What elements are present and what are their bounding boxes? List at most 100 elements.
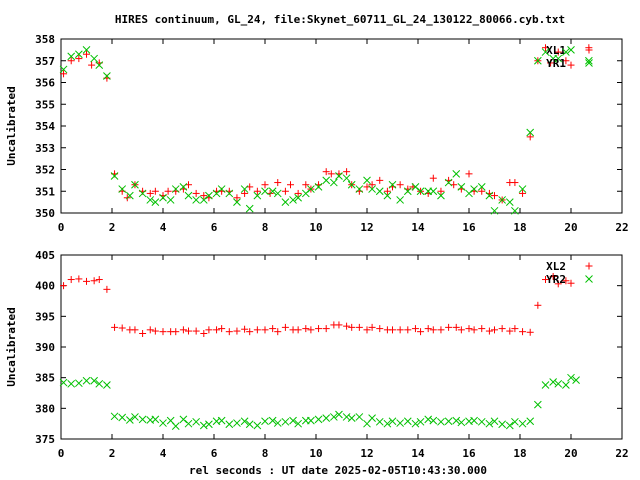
x-tick-label: 2 — [109, 447, 116, 460]
data-point — [302, 181, 310, 189]
data-point — [505, 421, 514, 430]
data-point — [233, 194, 241, 202]
y-tick-label: 357 — [35, 55, 55, 68]
y-tick-label: 395 — [35, 310, 55, 323]
data-point — [240, 417, 249, 426]
data-point — [199, 196, 208, 204]
data-point — [518, 185, 527, 193]
data-point — [396, 181, 404, 189]
data-point — [396, 196, 405, 204]
data-point — [533, 400, 542, 409]
data-point — [261, 326, 269, 334]
data-point — [269, 325, 277, 333]
data-point — [375, 417, 384, 426]
data-point — [125, 416, 134, 424]
data-point — [159, 419, 167, 427]
data-point — [424, 415, 433, 424]
data-point — [103, 381, 111, 389]
data-point — [225, 189, 234, 198]
data-point — [199, 421, 208, 430]
y-tick-label: 358 — [35, 33, 55, 46]
data-point — [383, 191, 392, 200]
data-point — [90, 54, 99, 63]
data-point — [307, 185, 315, 193]
data-point — [166, 196, 175, 204]
x-tick-label: 0 — [58, 447, 65, 460]
data-point — [322, 168, 330, 176]
data-point — [404, 326, 412, 334]
legend-marker — [585, 59, 593, 67]
data-point — [274, 179, 282, 187]
data-point — [567, 279, 575, 287]
data-point — [118, 185, 127, 193]
data-point — [131, 180, 139, 189]
series-XL1 — [60, 44, 593, 204]
data-point — [225, 328, 233, 336]
data-point — [146, 196, 155, 204]
data-point — [95, 379, 104, 388]
data-point — [465, 170, 473, 178]
data-point — [505, 198, 514, 206]
data-point — [444, 178, 453, 187]
data-point — [218, 325, 226, 333]
data-point — [411, 183, 420, 191]
series-YR1 — [59, 46, 593, 215]
data-point — [212, 189, 221, 198]
data-point — [429, 187, 438, 196]
data-point — [95, 276, 103, 284]
data-point — [348, 323, 356, 331]
data-point — [572, 376, 580, 384]
data-point — [363, 176, 371, 185]
data-point — [322, 325, 330, 333]
data-point — [554, 54, 563, 63]
x-tick-label: 0 — [58, 221, 65, 234]
data-point — [465, 325, 473, 333]
data-point — [192, 417, 201, 426]
data-point — [314, 415, 323, 424]
data-point — [511, 206, 519, 215]
data-point — [549, 378, 558, 386]
data-point — [74, 50, 83, 59]
data-point — [347, 414, 356, 423]
data-point — [562, 48, 570, 56]
x-tick-label: 8 — [262, 221, 269, 234]
data-point — [498, 325, 506, 333]
x-tick-label: 14 — [411, 221, 425, 234]
data-point — [506, 327, 514, 335]
y-tick-label: 405 — [35, 249, 55, 262]
data-point — [444, 417, 453, 426]
data-point — [342, 174, 351, 183]
data-point — [327, 170, 335, 178]
data-point — [478, 187, 486, 195]
data-point — [60, 70, 68, 78]
data-point — [281, 323, 289, 331]
data-point — [59, 378, 68, 387]
data-point — [485, 419, 494, 428]
data-point — [452, 416, 461, 425]
data-point — [519, 328, 527, 336]
data-point — [549, 272, 557, 280]
data-point — [416, 187, 425, 196]
data-point — [95, 61, 104, 69]
data-point — [478, 325, 486, 333]
data-point — [241, 325, 249, 333]
data-point — [233, 327, 241, 335]
data-point — [200, 330, 208, 338]
y-tick-label: 400 — [35, 280, 55, 293]
data-point — [368, 323, 376, 331]
data-point — [281, 187, 289, 195]
data-point — [289, 416, 297, 425]
x-tick-label: 16 — [462, 221, 476, 234]
data-point — [465, 189, 473, 198]
data-point — [245, 204, 254, 213]
data-point — [368, 181, 376, 189]
data-point — [526, 417, 535, 426]
data-point — [268, 416, 277, 425]
data-point — [355, 413, 364, 421]
data-point — [562, 381, 570, 389]
data-point — [179, 326, 187, 334]
data-point — [307, 326, 315, 334]
data-point — [67, 57, 75, 65]
legend-label: YR2 — [546, 273, 566, 286]
